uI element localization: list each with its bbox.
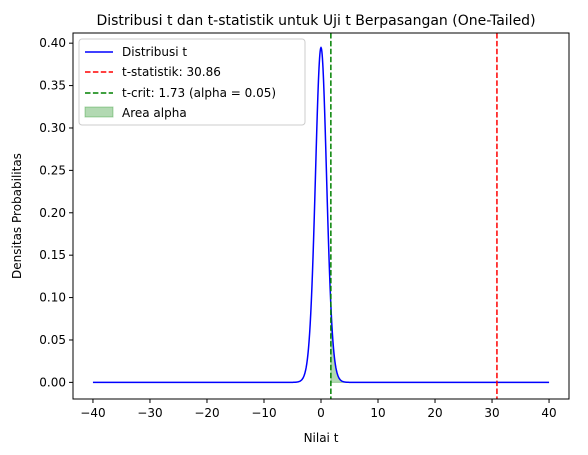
y-tick-label: 0.20 [39, 206, 66, 220]
plot-area [92, 33, 550, 399]
x-tick-label: 10 [370, 406, 385, 420]
legend-label-distribution: Distribusi t [122, 45, 187, 59]
x-tick-label: 20 [427, 406, 442, 420]
distribution-curve [92, 46, 550, 384]
x-axis: −40 −30 −20 −10 0 10 20 30 40 [80, 399, 557, 420]
y-tick-label: 0.40 [39, 36, 66, 50]
y-tick-label: 0.00 [39, 375, 66, 389]
plot-frame [72, 32, 570, 400]
y-tick-label: 0.30 [39, 121, 66, 135]
x-tick-label: −10 [251, 406, 276, 420]
legend-swatch-alpha-area [84, 106, 114, 118]
y-tick-label: 0.10 [39, 291, 66, 305]
x-tick-label: 30 [484, 406, 499, 420]
x-tick-label: 0 [317, 406, 325, 420]
y-tick-label: 0.05 [39, 333, 66, 347]
y-tick-label: 0.35 [39, 79, 66, 93]
x-tick-label: 40 [541, 406, 556, 420]
legend-label-t-statistic: t-statistik: 30.86 [122, 65, 221, 79]
x-tick-label: −40 [80, 406, 105, 420]
x-tick-label: −30 [137, 406, 162, 420]
y-tick-label: 0.25 [39, 163, 66, 177]
y-tick-label: 0.15 [39, 248, 66, 262]
y-axis: 0.00 0.05 0.10 0.15 0.20 0.25 0.30 0.35 0.40 [39, 36, 73, 389]
y-axis-title: Densitas Probabilitas [10, 153, 24, 279]
x-axis-title: Nilai t [304, 431, 339, 445]
legend: Distribusi t t-statistik: 30.86 t-crit: … [78, 38, 306, 126]
legend-label-alpha-area: Area alpha [122, 106, 187, 120]
legend-label-t-critical: t-crit: 1.73 (alpha = 0.05) [122, 86, 276, 100]
chart-title: Distribusi t dan t-statistik untuk Uji t… [96, 13, 535, 29]
x-tick-label: −20 [194, 406, 219, 420]
legend-box [78, 38, 306, 126]
